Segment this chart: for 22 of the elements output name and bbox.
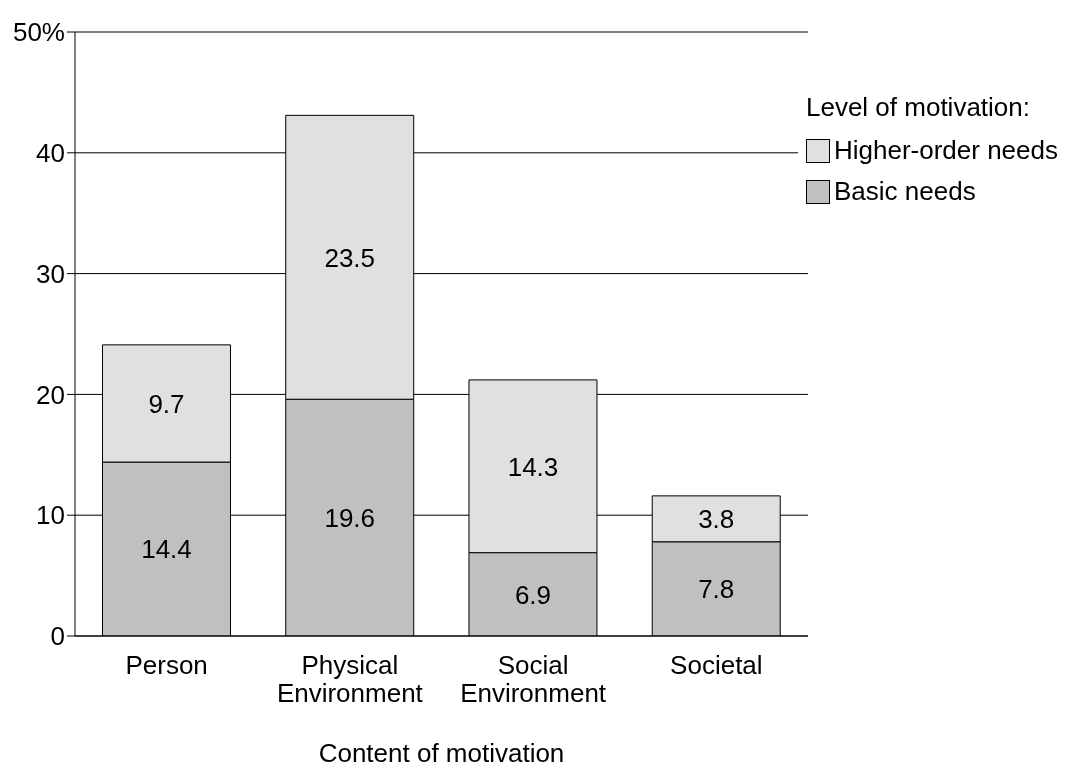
data-label: 14.3: [507, 451, 559, 482]
y-tick-label: 50%: [12, 17, 65, 48]
legend-label: Basic needs: [833, 176, 976, 207]
x-tick-label: Societal: [670, 650, 763, 680]
y-tick-label: 30: [36, 258, 65, 289]
data-label: 7.8: [698, 574, 735, 605]
x-tick-label: Social Environment: [460, 650, 607, 708]
data-label: 14.4: [141, 534, 192, 565]
y-tick-label: 0: [50, 621, 65, 652]
data-label: 19.6: [324, 502, 376, 533]
y-tick-label: 20: [36, 379, 65, 410]
y-tick-label: 40: [36, 138, 65, 169]
x-axis-title: Content of motivation: [318, 738, 565, 768]
data-label: 3.8: [698, 504, 735, 535]
x-tick-label: Person: [125, 650, 208, 680]
data-label: 23.5: [324, 242, 376, 273]
legend-title: Level of motivation:: [805, 92, 1031, 123]
data-label: 6.9: [514, 579, 552, 610]
y-tick-label: 10: [36, 500, 65, 531]
data-label: 9.7: [148, 388, 185, 419]
x-tick-label: Physical Environment: [276, 650, 424, 708]
legend-label: Higher-order needs: [833, 135, 1058, 166]
